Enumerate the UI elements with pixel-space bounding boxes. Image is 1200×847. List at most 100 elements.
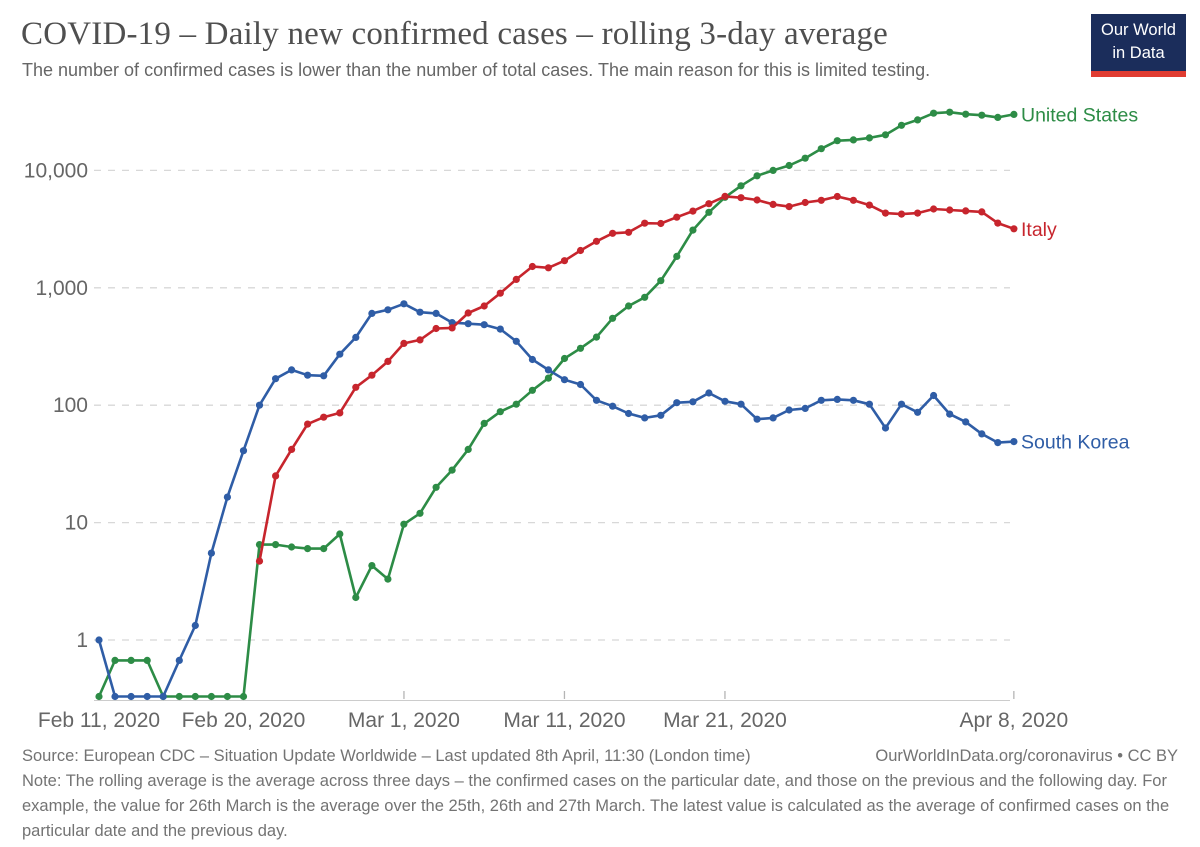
data-point-south-korea[interactable] <box>512 337 520 345</box>
data-point-italy[interactable] <box>416 336 424 344</box>
data-point-south-korea[interactable] <box>95 636 103 644</box>
data-point-italy[interactable] <box>657 219 665 228</box>
data-point-italy[interactable] <box>496 289 504 297</box>
data-point-united-states[interactable] <box>288 543 296 551</box>
data-point-italy[interactable] <box>673 213 681 221</box>
data-point-italy[interactable] <box>978 208 986 216</box>
data-point-united-states[interactable] <box>689 226 697 234</box>
data-point-south-korea[interactable] <box>657 411 665 419</box>
data-point-south-korea[interactable] <box>833 395 841 403</box>
data-point-united-states[interactable] <box>576 344 585 352</box>
data-point-united-states[interactable] <box>865 134 874 142</box>
data-point-italy[interactable] <box>737 194 745 202</box>
data-point-united-states[interactable] <box>769 166 777 174</box>
data-point-united-states[interactable] <box>817 145 825 153</box>
data-point-south-korea[interactable] <box>625 409 633 418</box>
data-point-united-states[interactable] <box>801 154 809 162</box>
data-point-south-korea[interactable] <box>962 418 970 426</box>
data-point-south-korea[interactable] <box>400 300 408 308</box>
data-point-united-states[interactable] <box>512 400 520 408</box>
data-point-united-states[interactable] <box>560 354 569 363</box>
data-point-united-states[interactable] <box>127 656 135 665</box>
data-point-south-korea[interactable] <box>432 309 440 317</box>
data-point-south-korea[interactable] <box>368 309 376 317</box>
data-point-italy[interactable] <box>946 206 954 214</box>
data-point-italy[interactable] <box>400 339 408 347</box>
data-point-south-korea[interactable] <box>609 402 617 410</box>
data-point-united-states[interactable] <box>881 131 890 139</box>
data-point-south-korea[interactable] <box>496 325 504 333</box>
data-point-south-korea[interactable] <box>705 389 713 397</box>
data-point-south-korea[interactable] <box>223 493 231 501</box>
data-point-south-korea[interactable] <box>769 414 777 422</box>
data-point-united-states[interactable] <box>962 110 970 118</box>
data-point-south-korea[interactable] <box>239 447 248 455</box>
data-point-united-states[interactable] <box>753 172 761 180</box>
data-point-united-states[interactable] <box>946 108 954 116</box>
data-point-united-states[interactable] <box>432 483 440 491</box>
data-point-south-korea[interactable] <box>753 415 761 423</box>
data-point-south-korea[interactable] <box>528 355 537 364</box>
data-point-italy[interactable] <box>352 383 360 391</box>
data-point-italy[interactable] <box>609 229 617 237</box>
data-point-united-states[interactable] <box>272 541 280 549</box>
data-point-south-korea[interactable] <box>592 396 601 404</box>
data-point-united-states[interactable] <box>641 293 649 301</box>
data-point-south-korea[interactable] <box>384 306 392 314</box>
data-point-italy[interactable] <box>769 200 777 208</box>
data-point-south-korea[interactable] <box>785 406 793 414</box>
data-point-italy[interactable] <box>625 228 633 236</box>
data-point-united-states[interactable] <box>994 113 1002 121</box>
data-point-italy[interactable] <box>288 445 296 453</box>
data-point-united-states[interactable] <box>368 562 376 570</box>
data-point-south-korea[interactable] <box>448 319 456 327</box>
data-point-united-states[interactable] <box>609 314 617 322</box>
data-point-italy[interactable] <box>255 557 264 565</box>
series-line-united-states[interactable] <box>97 110 1016 698</box>
data-point-united-states[interactable] <box>657 277 665 285</box>
data-point-italy[interactable] <box>512 275 520 283</box>
data-point-united-states[interactable] <box>464 445 472 453</box>
data-point-south-korea[interactable] <box>207 549 215 557</box>
data-point-united-states[interactable] <box>673 252 681 260</box>
data-point-united-states[interactable] <box>785 161 793 170</box>
data-point-united-states[interactable] <box>496 408 504 416</box>
data-point-italy[interactable] <box>528 262 537 271</box>
owid-logo[interactable]: Our World in Data <box>1091 14 1186 77</box>
data-point-italy[interactable] <box>480 302 488 310</box>
data-point-italy[interactable] <box>753 196 761 204</box>
data-point-italy[interactable] <box>272 472 280 480</box>
credit-text[interactable]: OurWorldInData.org/coronavirus • CC BY <box>875 747 1178 765</box>
data-point-italy[interactable] <box>881 209 890 217</box>
data-point-italy[interactable] <box>320 413 328 421</box>
data-point-south-korea[interactable] <box>721 397 729 405</box>
data-point-italy[interactable] <box>336 409 344 417</box>
data-point-united-states[interactable] <box>448 466 456 474</box>
data-point-south-korea[interactable] <box>127 692 135 701</box>
data-point-south-korea[interactable] <box>978 430 986 438</box>
data-point-south-korea[interactable] <box>159 692 167 701</box>
data-point-south-korea[interactable] <box>304 371 312 379</box>
data-point-italy[interactable] <box>801 198 809 207</box>
data-point-south-korea[interactable] <box>336 350 344 358</box>
data-point-south-korea[interactable] <box>897 400 906 408</box>
data-point-south-korea[interactable] <box>272 375 280 383</box>
data-point-italy[interactable] <box>689 207 697 215</box>
data-point-united-states[interactable] <box>480 419 488 427</box>
data-point-south-korea[interactable] <box>175 656 183 665</box>
data-point-south-korea[interactable] <box>255 401 264 409</box>
data-point-united-states[interactable] <box>528 386 537 394</box>
data-point-south-korea[interactable] <box>191 621 199 630</box>
data-point-south-korea[interactable] <box>320 372 328 380</box>
data-point-united-states[interactable] <box>1010 110 1018 118</box>
data-point-united-states[interactable] <box>175 692 183 701</box>
series-line-italy[interactable] <box>258 195 1016 563</box>
data-point-united-states[interactable] <box>544 374 553 382</box>
data-point-south-korea[interactable] <box>143 692 151 701</box>
data-point-south-korea[interactable] <box>560 376 569 384</box>
data-point-south-korea[interactable] <box>689 398 697 406</box>
data-point-united-states[interactable] <box>705 208 713 216</box>
series-end-label-south-korea[interactable]: South Korea <box>1021 432 1130 454</box>
data-point-south-korea[interactable] <box>1010 438 1018 446</box>
data-point-south-korea[interactable] <box>416 308 424 316</box>
